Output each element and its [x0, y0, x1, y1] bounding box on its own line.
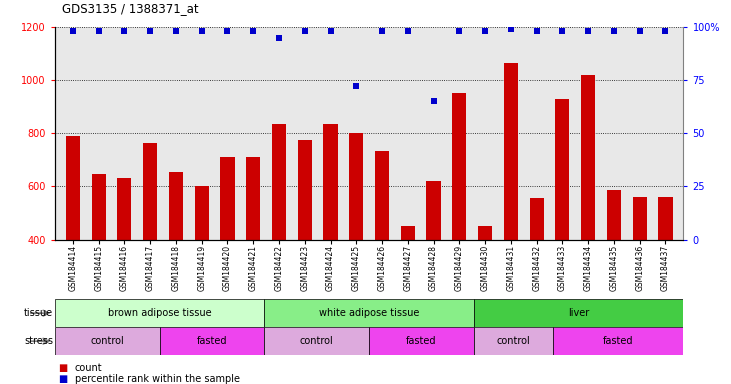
- Text: fasted: fasted: [197, 336, 227, 346]
- Point: [350, 83, 362, 89]
- Point: [659, 28, 671, 34]
- Text: fasted: fasted: [603, 336, 633, 346]
- Text: control: control: [496, 336, 530, 346]
- Text: stress: stress: [24, 336, 53, 346]
- Point: [221, 28, 233, 34]
- Point: [299, 28, 311, 34]
- Point: [428, 98, 439, 104]
- Bar: [55, 327, 159, 355]
- Bar: [143, 143, 157, 240]
- Bar: [55, 299, 265, 327]
- Bar: [169, 172, 183, 240]
- Point: [505, 26, 517, 32]
- Bar: [632, 197, 647, 240]
- Bar: [272, 124, 286, 240]
- Point: [67, 28, 79, 34]
- Bar: [452, 93, 466, 240]
- Bar: [581, 75, 595, 240]
- Point: [402, 28, 414, 34]
- Point: [583, 28, 594, 34]
- Point: [247, 28, 259, 34]
- Bar: [529, 199, 544, 240]
- Bar: [659, 197, 673, 240]
- Text: control: control: [91, 336, 124, 346]
- Bar: [607, 190, 621, 240]
- Bar: [556, 99, 569, 240]
- Point: [118, 28, 130, 34]
- Text: tissue: tissue: [24, 308, 53, 318]
- Point: [480, 28, 491, 34]
- Bar: [369, 327, 474, 355]
- Bar: [159, 327, 265, 355]
- Point: [325, 28, 336, 34]
- Text: ■: ■: [58, 374, 68, 384]
- Text: control: control: [300, 336, 333, 346]
- Text: white adipose tissue: white adipose tissue: [319, 308, 420, 318]
- Bar: [375, 151, 389, 240]
- Bar: [323, 124, 338, 240]
- Bar: [349, 133, 363, 240]
- Bar: [66, 136, 80, 240]
- Text: percentile rank within the sample: percentile rank within the sample: [75, 374, 240, 384]
- Bar: [220, 157, 235, 240]
- Text: count: count: [75, 363, 102, 373]
- Point: [376, 28, 388, 34]
- Bar: [91, 174, 106, 240]
- Bar: [298, 140, 312, 240]
- Bar: [265, 299, 474, 327]
- Bar: [426, 181, 441, 240]
- Point: [634, 28, 645, 34]
- Bar: [246, 157, 260, 240]
- Point: [144, 28, 156, 34]
- Point: [531, 28, 542, 34]
- Bar: [478, 226, 492, 240]
- Point: [93, 28, 105, 34]
- Text: ■: ■: [58, 363, 68, 373]
- Point: [196, 28, 208, 34]
- Point: [608, 28, 620, 34]
- Bar: [553, 327, 683, 355]
- Point: [273, 35, 285, 41]
- Bar: [474, 327, 553, 355]
- Bar: [401, 226, 415, 240]
- Text: fasted: fasted: [406, 336, 437, 346]
- Bar: [504, 63, 518, 240]
- Bar: [265, 327, 369, 355]
- Bar: [474, 299, 683, 327]
- Bar: [117, 178, 132, 240]
- Point: [453, 28, 465, 34]
- Text: brown adipose tissue: brown adipose tissue: [107, 308, 211, 318]
- Text: liver: liver: [568, 308, 589, 318]
- Point: [170, 28, 182, 34]
- Point: [556, 28, 568, 34]
- Text: GDS3135 / 1388371_at: GDS3135 / 1388371_at: [62, 2, 199, 15]
- Bar: [194, 185, 209, 240]
